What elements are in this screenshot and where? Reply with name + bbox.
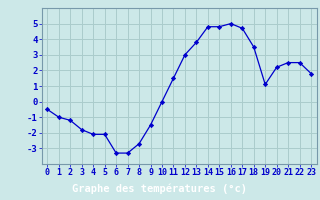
Text: Graphe des températures (°c): Graphe des températures (°c) xyxy=(73,183,247,194)
